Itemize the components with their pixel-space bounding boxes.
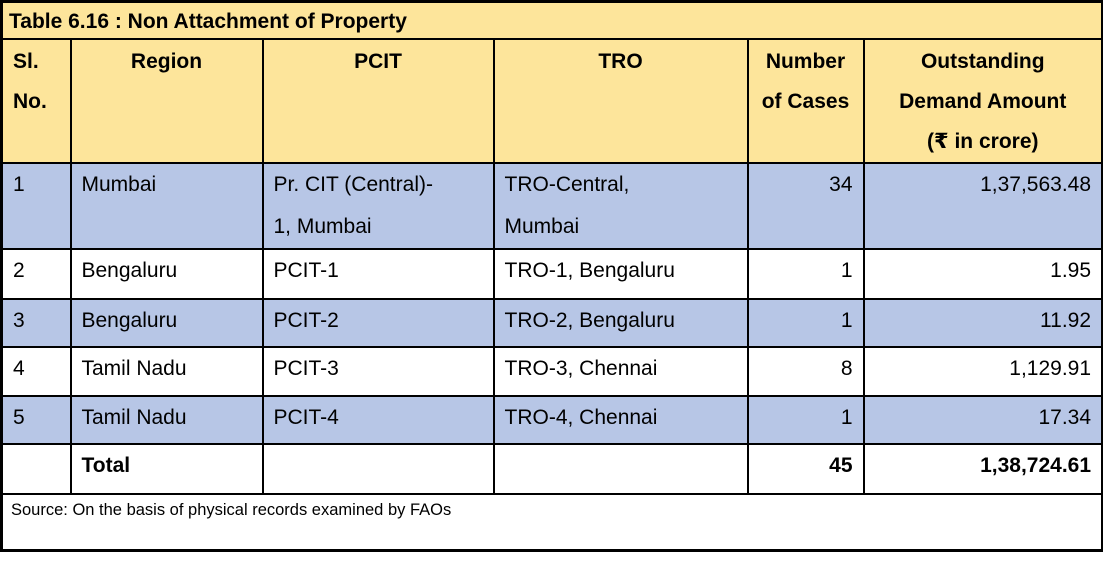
- table-title-row: Table 6.16 : Non Attachment of Property: [0, 0, 1103, 40]
- cell-region-3: Bengaluru: [69, 298, 264, 348]
- header-amount-line3: (₹ in crore): [927, 130, 1039, 153]
- cell-sl-3: 3: [0, 298, 72, 348]
- header-region: Region: [69, 38, 264, 164]
- cell-pcit-1-line1: Pr. CIT (Central)-: [273, 173, 433, 196]
- table-row: 2 Bengaluru PCIT-1 TRO-1, Bengaluru 1 1.…: [0, 248, 1103, 300]
- non-attachment-table: Table 6.16 : Non Attachment of Property …: [0, 0, 1103, 552]
- cell-cases-4: 8: [746, 346, 865, 397]
- cell-cases-2: 1: [746, 248, 865, 300]
- header-cases-line2: of Cases: [761, 90, 850, 113]
- cell-tro-3: TRO-2, Bengaluru: [492, 298, 749, 348]
- cell-region-4: Tamil Nadu: [69, 346, 264, 397]
- header-amount-line1: Outstanding: [920, 50, 1045, 73]
- total-pcit-empty: [261, 443, 495, 495]
- header-cases-line1: Number: [765, 50, 846, 73]
- cell-sl-2: 2: [0, 248, 72, 300]
- cell-region-5: Tamil Nadu: [69, 395, 264, 445]
- cell-cases-1: 34: [746, 162, 865, 250]
- total-label: Total: [69, 443, 264, 495]
- cell-tro-2: TRO-1, Bengaluru: [492, 248, 749, 300]
- cell-cases-3: 1: [746, 298, 865, 348]
- cell-amount-4: 1,129.91: [862, 346, 1103, 397]
- cell-pcit-1-line2: 1, Mumbai: [273, 215, 372, 238]
- header-pcit: PCIT: [261, 38, 495, 164]
- header-sl-no: Sl. No.: [0, 38, 72, 164]
- cell-tro-4: TRO-3, Chennai: [492, 346, 749, 397]
- total-row: Total 45 1,38,724.61: [0, 443, 1103, 495]
- total-tro-empty: [492, 443, 749, 495]
- total-cases: 45: [746, 443, 865, 495]
- cell-amount-5: 17.34: [862, 395, 1103, 445]
- table-title: Table 6.16 : Non Attachment of Property: [0, 0, 1103, 40]
- cell-amount-3: 11.92: [862, 298, 1103, 348]
- table-header-row: Sl. No. Region PCIT TRO Number of Cases …: [0, 38, 1103, 164]
- cell-region-2: Bengaluru: [69, 248, 264, 300]
- header-sl-no-line2: No.: [13, 90, 47, 113]
- header-cases: Number of Cases: [746, 38, 865, 164]
- cell-amount-2: 1.95: [862, 248, 1103, 300]
- table-row: 3 Bengaluru PCIT-2 TRO-2, Bengaluru 1 11…: [0, 298, 1103, 348]
- cell-tro-1: TRO-Central, Mumbai: [492, 162, 749, 250]
- header-amount-line2: Demand Amount: [899, 90, 1067, 113]
- cell-amount-1: 1,37,563.48: [862, 162, 1103, 250]
- cell-tro-1-line1: TRO-Central,: [504, 173, 630, 196]
- header-sl-no-line1: Sl.: [13, 50, 39, 73]
- cell-pcit-1: Pr. CIT (Central)- 1, Mumbai: [261, 162, 495, 250]
- source-row: Source: On the basis of physical records…: [0, 493, 1103, 552]
- cell-region-1: Mumbai: [69, 162, 264, 250]
- total-amount: 1,38,724.61: [862, 443, 1103, 495]
- table-row: 5 Tamil Nadu PCIT-4 TRO-4, Chennai 1 17.…: [0, 395, 1103, 445]
- cell-sl-1: 1: [0, 162, 72, 250]
- source-note: Source: On the basis of physical records…: [0, 493, 1103, 552]
- header-tro: TRO: [492, 38, 749, 164]
- table-row: 1 Mumbai Pr. CIT (Central)- 1, Mumbai TR…: [0, 162, 1103, 250]
- header-amount: Outstanding Demand Amount (₹ in crore): [862, 38, 1103, 164]
- total-sl-empty: [0, 443, 72, 495]
- table-row: 4 Tamil Nadu PCIT-3 TRO-3, Chennai 8 1,1…: [0, 346, 1103, 397]
- cell-pcit-3: PCIT-2: [261, 298, 495, 348]
- cell-pcit-2: PCIT-1: [261, 248, 495, 300]
- cell-tro-1-line2: Mumbai: [504, 215, 580, 238]
- cell-sl-5: 5: [0, 395, 72, 445]
- cell-tro-5: TRO-4, Chennai: [492, 395, 749, 445]
- cell-pcit-5: PCIT-4: [261, 395, 495, 445]
- cell-sl-4: 4: [0, 346, 72, 397]
- cell-cases-5: 1: [746, 395, 865, 445]
- cell-pcit-4: PCIT-3: [261, 346, 495, 397]
